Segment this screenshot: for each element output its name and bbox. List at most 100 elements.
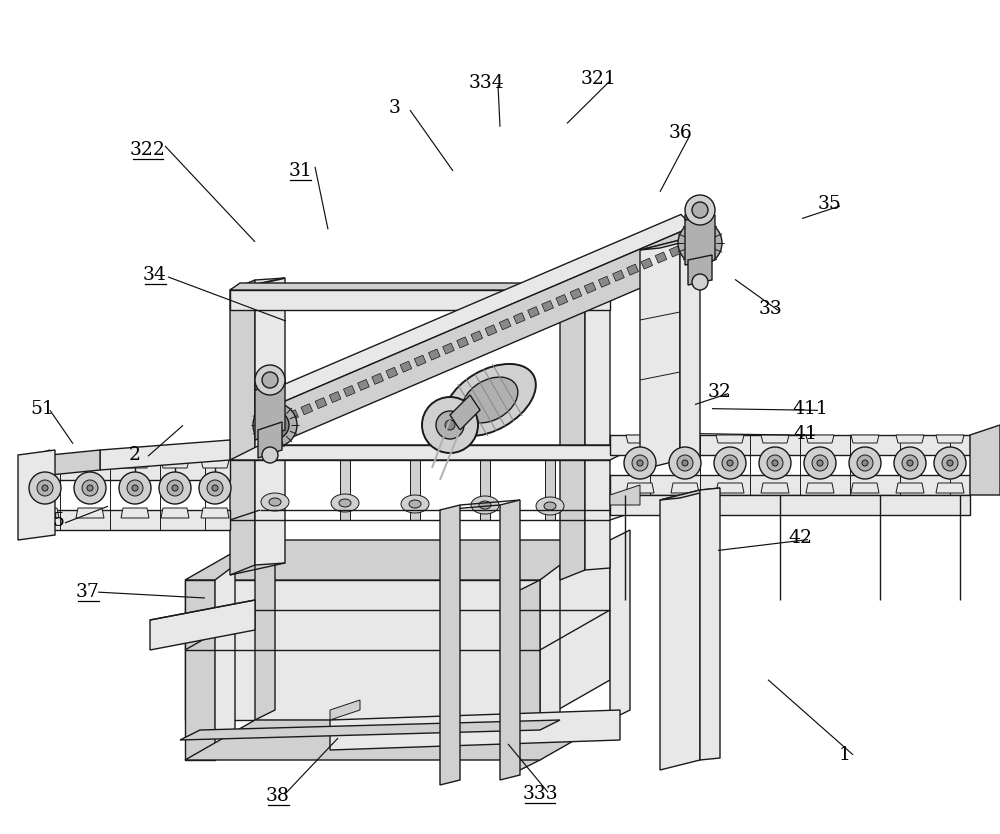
Polygon shape xyxy=(671,483,699,493)
Polygon shape xyxy=(230,290,610,310)
Polygon shape xyxy=(20,460,230,480)
Text: 33: 33 xyxy=(758,299,782,318)
Text: 37: 37 xyxy=(76,583,100,601)
Polygon shape xyxy=(716,483,744,493)
Polygon shape xyxy=(671,435,699,443)
Circle shape xyxy=(172,485,178,491)
Polygon shape xyxy=(330,710,620,750)
Ellipse shape xyxy=(74,472,106,504)
Polygon shape xyxy=(201,460,229,468)
Polygon shape xyxy=(20,510,230,530)
Polygon shape xyxy=(255,278,285,565)
Ellipse shape xyxy=(677,455,693,471)
Circle shape xyxy=(862,460,868,466)
Text: 334: 334 xyxy=(468,74,504,93)
Polygon shape xyxy=(610,530,630,720)
Text: 42: 42 xyxy=(788,529,812,547)
Polygon shape xyxy=(640,238,700,250)
Polygon shape xyxy=(255,530,275,720)
Polygon shape xyxy=(255,380,275,390)
Polygon shape xyxy=(613,270,624,281)
Polygon shape xyxy=(330,700,360,720)
Polygon shape xyxy=(185,580,540,720)
Ellipse shape xyxy=(167,480,183,496)
Polygon shape xyxy=(680,238,700,458)
Polygon shape xyxy=(806,483,834,493)
Ellipse shape xyxy=(119,472,151,504)
Polygon shape xyxy=(669,246,681,257)
Ellipse shape xyxy=(262,372,278,388)
Circle shape xyxy=(947,460,953,466)
Text: 34: 34 xyxy=(143,266,167,284)
Text: 1: 1 xyxy=(839,746,851,764)
Ellipse shape xyxy=(632,455,648,471)
Polygon shape xyxy=(31,508,59,518)
Polygon shape xyxy=(268,227,707,441)
Polygon shape xyxy=(343,385,355,396)
Ellipse shape xyxy=(409,500,421,508)
Ellipse shape xyxy=(692,202,708,218)
Polygon shape xyxy=(851,435,879,443)
Circle shape xyxy=(87,485,93,491)
Polygon shape xyxy=(499,319,511,329)
Polygon shape xyxy=(545,460,555,520)
Polygon shape xyxy=(655,252,667,263)
Polygon shape xyxy=(315,398,327,409)
Ellipse shape xyxy=(692,274,708,290)
Polygon shape xyxy=(685,215,715,265)
Polygon shape xyxy=(542,300,553,312)
Polygon shape xyxy=(610,495,970,515)
Polygon shape xyxy=(700,488,720,760)
Ellipse shape xyxy=(159,472,191,504)
Polygon shape xyxy=(683,240,695,251)
Ellipse shape xyxy=(331,494,359,512)
Ellipse shape xyxy=(422,397,478,453)
Polygon shape xyxy=(287,409,298,421)
Polygon shape xyxy=(450,395,480,430)
Ellipse shape xyxy=(261,493,289,511)
Circle shape xyxy=(212,485,218,491)
Polygon shape xyxy=(76,508,104,518)
Polygon shape xyxy=(660,488,720,500)
Polygon shape xyxy=(270,460,280,520)
Polygon shape xyxy=(716,435,744,443)
Polygon shape xyxy=(896,435,924,443)
Ellipse shape xyxy=(445,420,455,430)
Polygon shape xyxy=(150,600,255,650)
Polygon shape xyxy=(121,460,149,468)
Ellipse shape xyxy=(270,420,280,430)
Polygon shape xyxy=(428,349,440,360)
Polygon shape xyxy=(185,720,610,760)
Ellipse shape xyxy=(471,496,499,514)
Polygon shape xyxy=(936,435,964,443)
Polygon shape xyxy=(256,214,693,409)
Polygon shape xyxy=(31,460,59,468)
Polygon shape xyxy=(610,475,970,495)
Polygon shape xyxy=(660,490,700,770)
Ellipse shape xyxy=(942,455,958,471)
Ellipse shape xyxy=(722,455,738,471)
Text: 35: 35 xyxy=(818,195,842,214)
Ellipse shape xyxy=(207,480,223,496)
Text: 2: 2 xyxy=(129,445,141,464)
Polygon shape xyxy=(626,483,654,493)
Ellipse shape xyxy=(686,229,714,257)
Ellipse shape xyxy=(127,480,143,496)
Polygon shape xyxy=(457,337,468,348)
Polygon shape xyxy=(185,580,215,760)
Polygon shape xyxy=(485,325,497,336)
Polygon shape xyxy=(761,483,789,493)
Ellipse shape xyxy=(37,480,53,496)
Polygon shape xyxy=(121,508,149,518)
Polygon shape xyxy=(161,508,189,518)
Polygon shape xyxy=(440,505,460,785)
Polygon shape xyxy=(626,435,654,443)
Polygon shape xyxy=(480,460,490,520)
Polygon shape xyxy=(400,361,412,372)
Ellipse shape xyxy=(812,455,828,471)
Circle shape xyxy=(907,460,913,466)
Ellipse shape xyxy=(261,411,289,439)
Polygon shape xyxy=(610,485,640,505)
Polygon shape xyxy=(685,210,705,220)
Text: 321: 321 xyxy=(580,70,616,88)
